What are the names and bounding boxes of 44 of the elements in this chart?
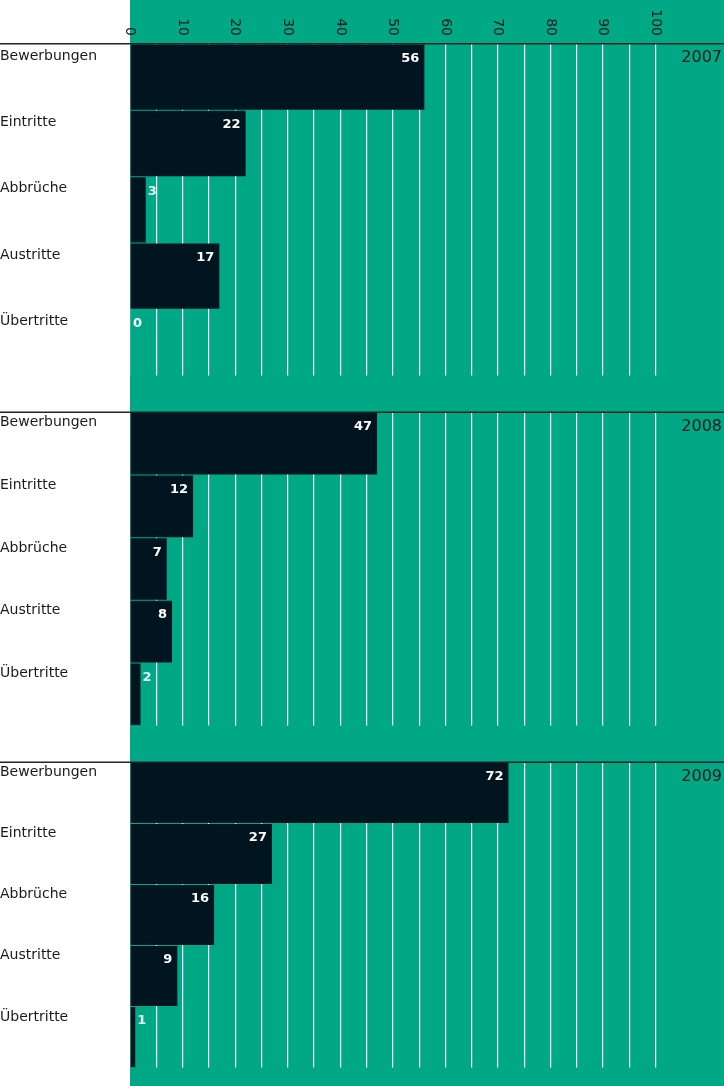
data-label: 7 (152, 543, 162, 559)
y-tick-label: Übertritte (0, 311, 69, 329)
data-label: 8 (158, 606, 168, 622)
y-tick-label: Bewerbungen (0, 763, 98, 780)
data-label: 2 (142, 668, 152, 684)
y-tick-label: Bewerbungen (0, 413, 98, 430)
y-tick-label: Abbrüche (0, 538, 68, 555)
chart-title: 2009 (681, 765, 722, 785)
x-tick-label: 50 (386, 18, 403, 37)
data-label: 16 (191, 890, 210, 906)
data-label: 56 (401, 49, 420, 65)
x-tick-label: 20 (228, 18, 245, 37)
data-label: 12 (169, 480, 189, 496)
chart-title: 2007 (681, 47, 722, 67)
y-tick-label: Übertritte (0, 1006, 69, 1024)
chart-title: 2008 (681, 415, 722, 435)
y-tick-label: Abbrüche (0, 885, 68, 902)
x-tick-label: 90 (596, 18, 613, 37)
x-tick-label: 40 (333, 18, 350, 37)
data-label: 72 (485, 768, 504, 784)
x-tick-label: 0 (123, 27, 140, 37)
x-tick-label: 10 (175, 18, 192, 37)
data-label: 47 (353, 418, 373, 434)
y-tick-label: Abbrüche (0, 179, 68, 196)
data-label: 17 (196, 248, 215, 264)
y-tick-label: Austritte (0, 245, 61, 262)
x-tick-label: 70 (491, 18, 508, 37)
x-tick-label: 30 (281, 18, 298, 37)
x-tick-label: 60 (438, 18, 455, 37)
data-label: 27 (248, 829, 267, 845)
data-label: 9 (163, 951, 173, 967)
x-tick-label: 100 (649, 9, 666, 37)
y-tick-label: Austritte (0, 601, 61, 618)
data-label: 3 (147, 182, 157, 198)
y-tick-label: Eintritte (0, 113, 57, 130)
y-tick-label: Eintritte (0, 476, 57, 492)
x-tick-label: 80 (543, 18, 560, 37)
data-label: 22 (222, 116, 241, 132)
data-label: 1 (137, 1012, 147, 1028)
y-tick-label: Austritte (0, 946, 61, 963)
y-tick-label: Bewerbungen (0, 46, 98, 63)
y-tick-label: Eintritte (0, 824, 57, 841)
data-label: 0 (133, 315, 143, 331)
y-tick-label: Übertritte (0, 662, 69, 680)
